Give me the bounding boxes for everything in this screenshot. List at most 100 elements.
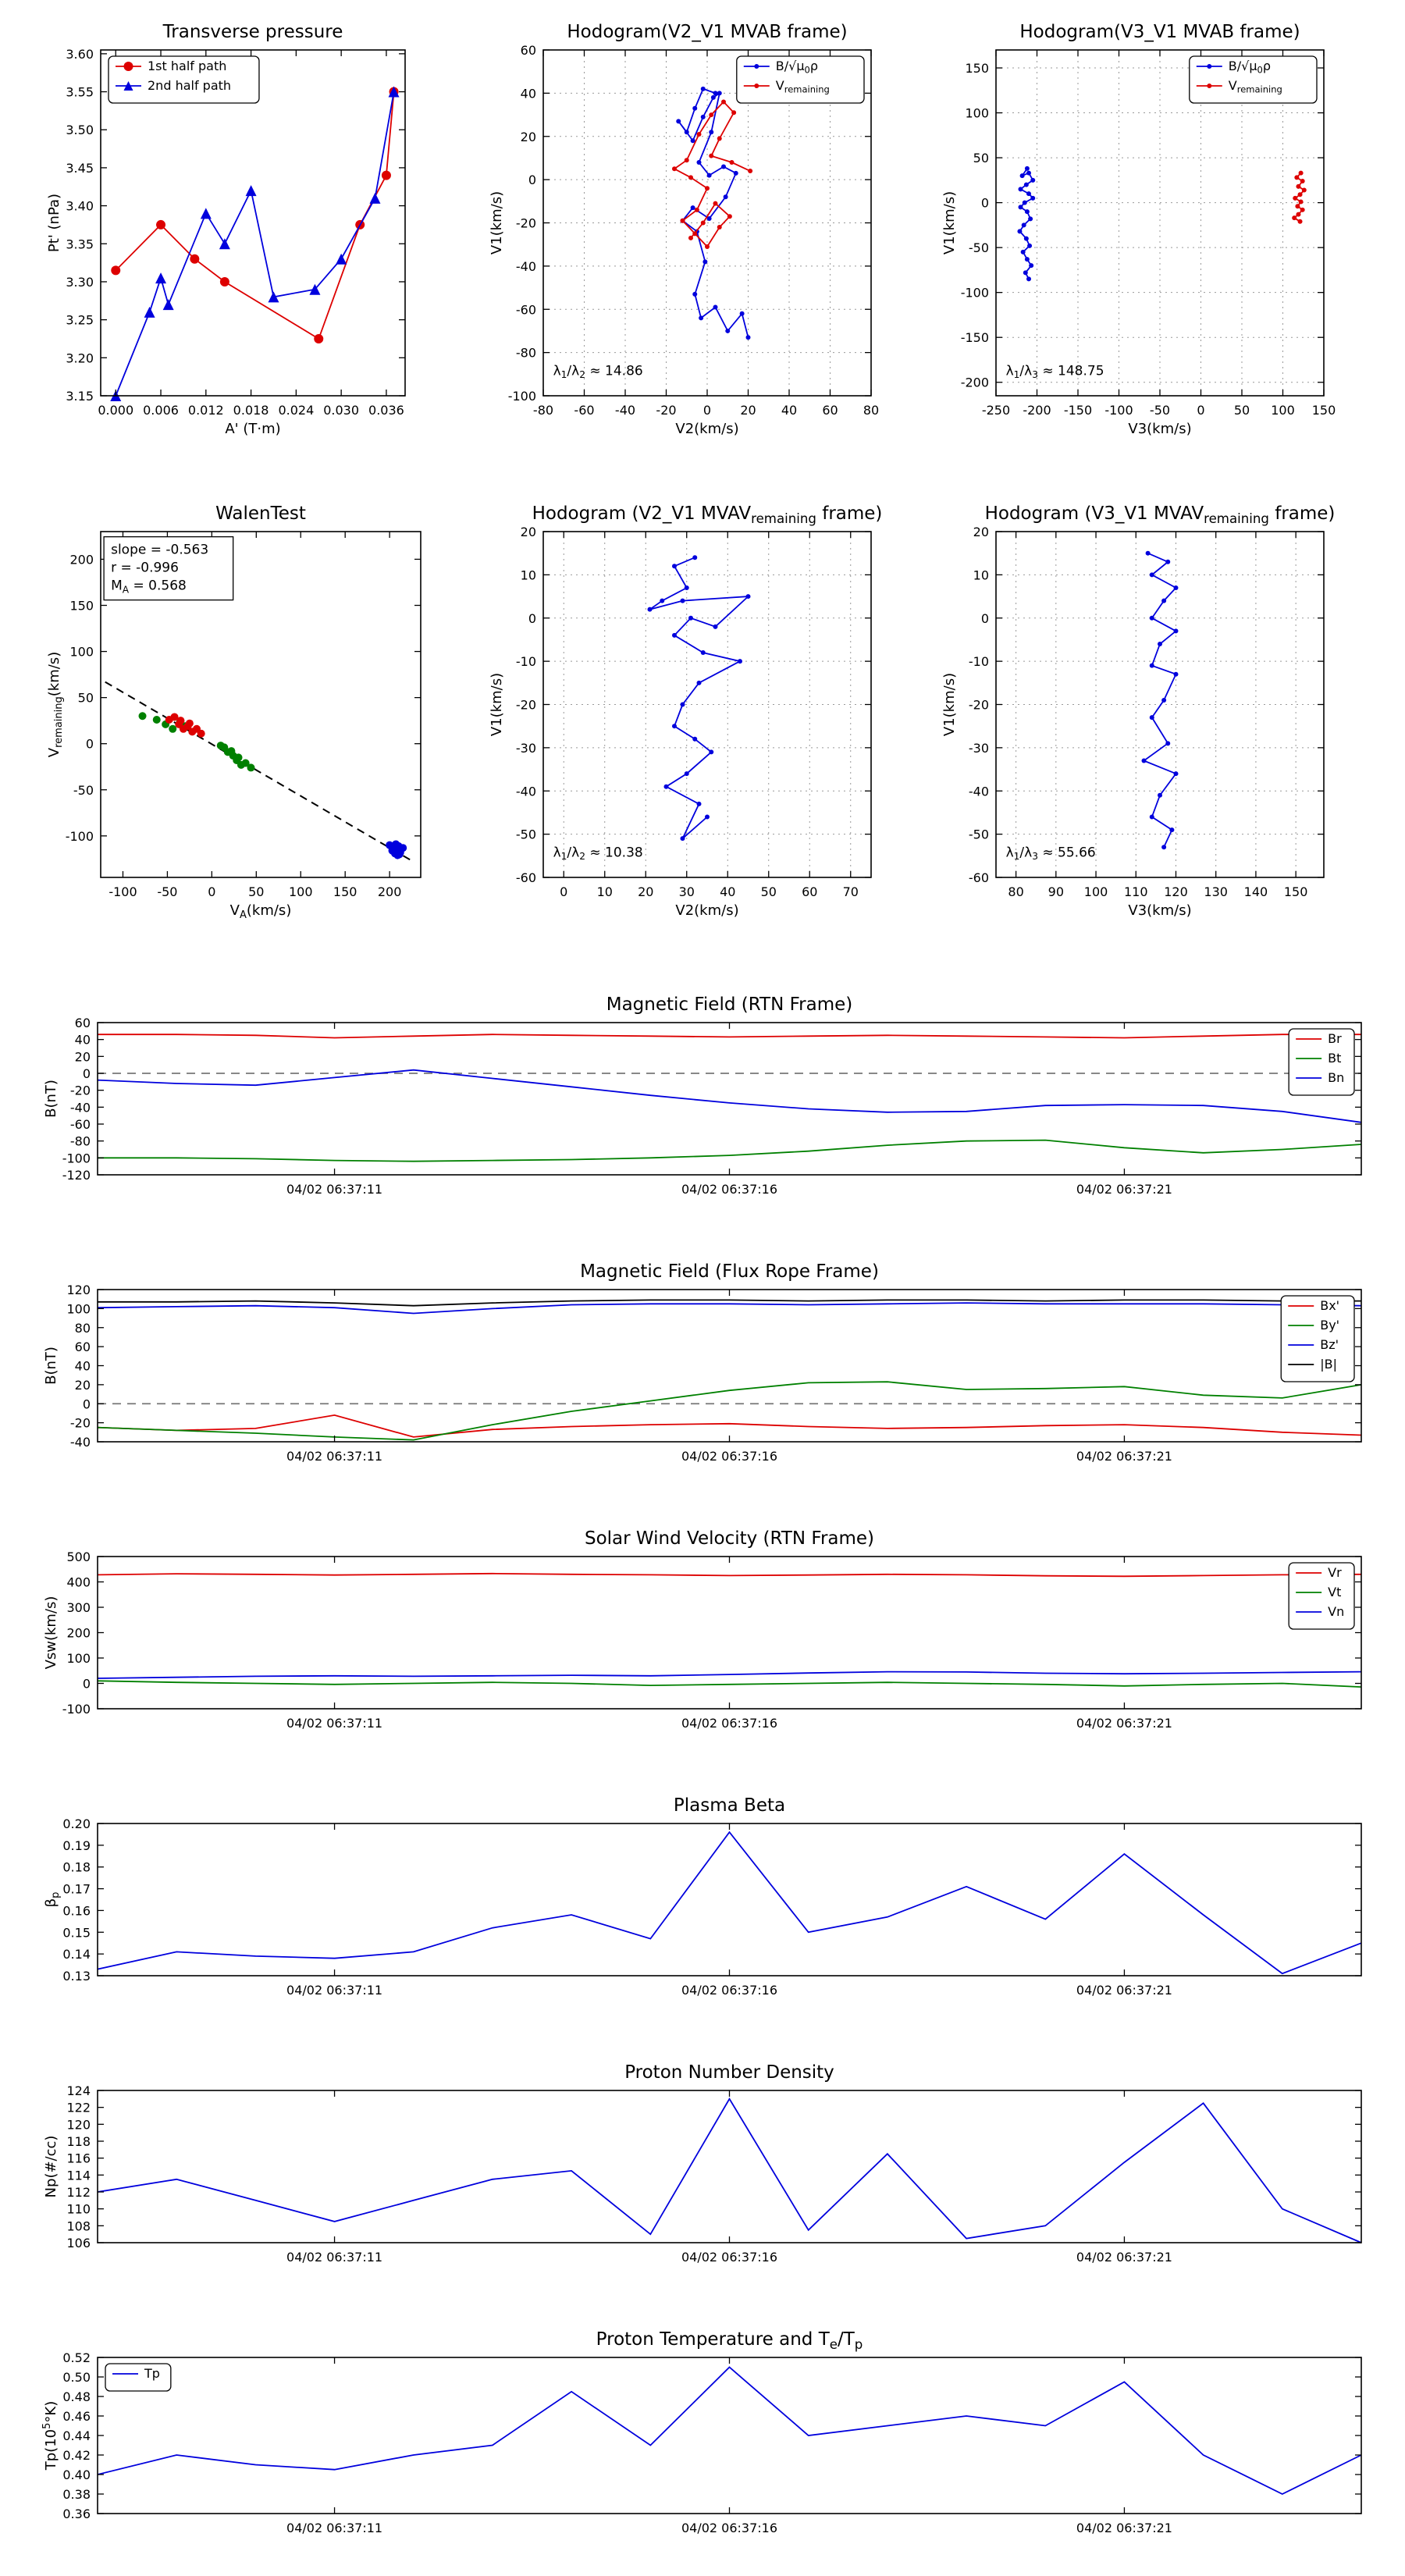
svg-text:0.036: 0.036 — [368, 403, 404, 418]
svg-text:3.20: 3.20 — [66, 350, 94, 365]
svg-text:Proton Temperature and Te/Tp: Proton Temperature and Te/Tp — [596, 2329, 863, 2352]
svg-text:200: 200 — [378, 884, 402, 899]
svg-text:-80: -80 — [516, 346, 536, 361]
svg-text:110: 110 — [1124, 884, 1148, 899]
subplot-hodogram-v2v1-mvab: -80 -60 -40 -20 0 20 40 60 80 -100 -80 -60 -40 -20 0 20… — [478, 14, 884, 439]
svg-text:40: 40 — [75, 1359, 91, 1374]
svg-text:-200: -200 — [1023, 403, 1051, 418]
svg-text:0.17: 0.17 — [62, 1882, 91, 1897]
svg-text:0.20: 0.20 — [62, 1816, 91, 1831]
svg-text:40: 40 — [75, 1033, 91, 1048]
svg-text:112: 112 — [66, 2185, 91, 2200]
svg-text:0: 0 — [703, 403, 711, 418]
svg-text:118: 118 — [66, 2134, 91, 2149]
svg-text:Vr: Vr — [1328, 1565, 1342, 1580]
svg-text:200: 200 — [69, 552, 94, 567]
svg-text:40: 40 — [720, 884, 735, 899]
svg-text:10: 10 — [973, 568, 989, 582]
svg-text:04/02 06:37:16: 04/02 06:37:16 — [681, 2250, 777, 2265]
svg-text:Bz': Bz' — [1320, 1337, 1339, 1352]
svg-text:-20: -20 — [70, 1416, 91, 1431]
svg-text:-40: -40 — [516, 784, 536, 799]
svg-text:Vremaining: Vremaining — [1229, 78, 1282, 95]
svg-text:60: 60 — [802, 884, 817, 899]
chart-svg: -250 -200 -150 -100 -50 0 50 100 150 -200 -150 -100… — [941, 22, 1336, 437]
svg-text:0.50: 0.50 — [62, 2370, 91, 2385]
svg-text:Hodogram (V3_V1 MVAVremaining: Hodogram (V3_V1 MVAVremaining frame) — [985, 503, 1336, 526]
svg-text:150: 150 — [1284, 884, 1308, 899]
svg-text:30: 30 — [679, 884, 695, 899]
svg-text:10: 10 — [521, 568, 536, 582]
svg-text:108: 108 — [66, 2218, 91, 2233]
svg-text:0.13: 0.13 — [62, 1969, 91, 1984]
svg-text:-20: -20 — [516, 216, 536, 231]
svg-text:04/02 06:37:11: 04/02 06:37:11 — [286, 2521, 382, 2535]
svg-text:04/02 06:37:16: 04/02 06:37:16 — [681, 1182, 777, 1197]
panel-solar-wind-velocity: 04/02 06:37:11 04/02 06:37:16 04/02 06:37:… — [35, 1524, 1374, 1746]
svg-text:20: 20 — [75, 1378, 91, 1393]
svg-text:-60: -60 — [70, 1117, 91, 1132]
svg-text:A' (T·m): A' (T·m) — [225, 421, 280, 437]
svg-text:60: 60 — [75, 1016, 91, 1030]
svg-text:-100: -100 — [66, 829, 94, 844]
chart-svg: 04/02 06:37:11 04/02 06:37:16 04/02 06:37:… — [43, 1261, 1362, 1464]
panel-magnetic-field-rtn: 04/02 06:37:11 04/02 06:37:16 04/02 06:37:… — [35, 990, 1374, 1212]
svg-text:04/02 06:37:21: 04/02 06:37:21 — [1076, 1182, 1172, 1197]
svg-text:20: 20 — [521, 130, 536, 144]
svg-text:0.012: 0.012 — [188, 403, 224, 418]
svg-text:114: 114 — [66, 2168, 91, 2183]
svg-text:100: 100 — [289, 884, 313, 899]
svg-text:0.16: 0.16 — [62, 1903, 91, 1918]
svg-text:04/02 06:37:11: 04/02 06:37:11 — [286, 2250, 382, 2265]
svg-text:20: 20 — [521, 525, 536, 539]
svg-text:-20: -20 — [656, 403, 676, 418]
chart-svg: 04/02 06:37:11 04/02 06:37:16 04/02 06:37:… — [43, 1795, 1362, 1998]
svg-text:-100: -100 — [62, 1702, 91, 1717]
svg-text:0: 0 — [86, 737, 94, 752]
svg-text:0.024: 0.024 — [278, 403, 314, 418]
svg-text:3.45: 3.45 — [66, 161, 94, 176]
svg-text:-50: -50 — [73, 783, 94, 798]
chart-svg: 04/02 06:37:11 04/02 06:37:16 04/02 06:37:… — [41, 2329, 1362, 2535]
svg-text:|B|: |B| — [1320, 1357, 1337, 1372]
svg-text:3.15: 3.15 — [66, 389, 94, 404]
chart-svg: -100 -50 0 50 100 150 200 -100 -50 0 50 100 150 200 Wa… — [46, 503, 422, 921]
svg-text:0: 0 — [1197, 403, 1204, 418]
svg-text:106: 106 — [66, 2236, 91, 2250]
svg-text:Bx': Bx' — [1320, 1298, 1339, 1313]
svg-text:100: 100 — [66, 1651, 91, 1666]
svg-text:V3(km/s): V3(km/s) — [1128, 421, 1191, 437]
svg-text:-150: -150 — [961, 330, 989, 345]
svg-text:0: 0 — [560, 884, 567, 899]
svg-text:3.60: 3.60 — [66, 47, 94, 62]
svg-text:0: 0 — [83, 1066, 91, 1081]
svg-text:-120: -120 — [62, 1168, 91, 1183]
svg-text:Vt: Vt — [1328, 1585, 1341, 1599]
svg-text:0: 0 — [208, 884, 215, 899]
svg-text:Magnetic Field (Flux Rope Fram: Magnetic Field (Flux Rope Frame) — [580, 1261, 879, 1282]
svg-text:r = -0.996: r = -0.996 — [111, 560, 179, 576]
svg-text:V1(km/s): V1(km/s) — [489, 191, 505, 254]
svg-text:04/02 06:37:21: 04/02 06:37:21 — [1076, 2250, 1172, 2265]
svg-text:B/√μ0ρ: B/√μ0ρ — [1229, 59, 1271, 76]
svg-text:-150: -150 — [1064, 403, 1092, 418]
svg-text:0.44: 0.44 — [62, 2428, 91, 2443]
svg-text:0.40: 0.40 — [62, 2467, 91, 2482]
svg-text:300: 300 — [66, 1600, 91, 1615]
svg-text:124: 124 — [66, 2083, 91, 2098]
svg-text:70: 70 — [843, 884, 859, 899]
svg-text:B(nT): B(nT) — [43, 1347, 59, 1385]
svg-text:-40: -40 — [70, 1100, 91, 1115]
svg-text:140: 140 — [1244, 884, 1268, 899]
svg-text:-40: -40 — [969, 784, 989, 799]
svg-text:100: 100 — [1084, 884, 1108, 899]
svg-text:Np(#/cc): Np(#/cc) — [43, 2136, 59, 2198]
svg-text:500: 500 — [66, 1550, 91, 1564]
svg-text:-100: -100 — [62, 1151, 91, 1165]
panel-proton-number-density: 04/02 06:37:11 04/02 06:37:16 04/02 06:37:… — [35, 2058, 1374, 2280]
svg-text:-20: -20 — [969, 698, 989, 713]
svg-text:122: 122 — [66, 2101, 91, 2115]
svg-text:-20: -20 — [70, 1083, 91, 1098]
svg-text:βp: βp — [43, 1892, 62, 1908]
svg-text:50: 50 — [973, 151, 989, 165]
